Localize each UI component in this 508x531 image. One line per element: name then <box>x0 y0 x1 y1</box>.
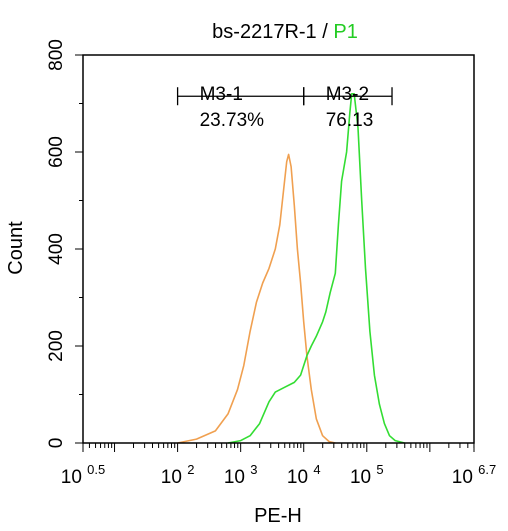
x-tick-base: 10 <box>224 467 250 488</box>
y-tick-label: 800 <box>46 39 67 71</box>
y-tick-label: 0 <box>46 438 67 449</box>
x-tick-base: 10 <box>61 467 87 488</box>
title-sample: bs-2217R-1 <box>212 21 317 43</box>
histogram-series-2 <box>227 93 405 444</box>
gate-name: M3-1 <box>200 84 243 105</box>
x-tick-base: 10 <box>161 467 187 488</box>
x-tick-label: 10 5 <box>350 462 384 488</box>
title-separator: / <box>317 21 334 43</box>
y-tick-label: 600 <box>46 136 67 168</box>
histogram-series <box>177 93 405 444</box>
y-axis-label: Count <box>5 221 27 275</box>
x-tick-exponent: 2 <box>187 462 194 477</box>
x-tick-exponent: 4 <box>313 462 320 477</box>
gate-percent: 23.73% <box>200 110 265 131</box>
x-tick-base: 10 <box>452 467 478 488</box>
x-tick-base: 10 <box>287 467 313 488</box>
x-tick-label: 10 6.7 <box>452 462 497 488</box>
x-tick-label: 10 0.5 <box>61 462 106 488</box>
chart-title: bs-2217R-1 / P1 <box>212 21 358 43</box>
plot-frame <box>82 54 475 444</box>
x-tick-label: 10 4 <box>287 462 321 488</box>
x-tick-exponent: 6.7 <box>478 462 496 477</box>
x-tick-base: 10 <box>350 467 376 488</box>
gate-percent: 76.13 <box>326 110 374 131</box>
gate-name: M3-2 <box>326 84 369 105</box>
x-tick-label: 10 2 <box>161 462 195 488</box>
axis-ticks: 10 0.5 10 2 10 3 10 4 10 5 10 6.7020040060080… <box>46 39 496 488</box>
x-tick-exponent: 3 <box>250 462 257 477</box>
x-tick-exponent: 5 <box>376 462 383 477</box>
x-tick-label: 10 3 <box>224 462 258 488</box>
x-tick-exponent: 0.5 <box>87 462 105 477</box>
title-gate: P1 <box>333 21 357 43</box>
x-axis-label: PE-H <box>254 505 302 527</box>
histogram-series-1 <box>177 153 336 444</box>
y-tick-label: 400 <box>46 233 67 265</box>
gate-markers: M3-1 23.73% M3-2 76.13 <box>176 84 393 131</box>
y-tick-label: 200 <box>46 330 67 362</box>
